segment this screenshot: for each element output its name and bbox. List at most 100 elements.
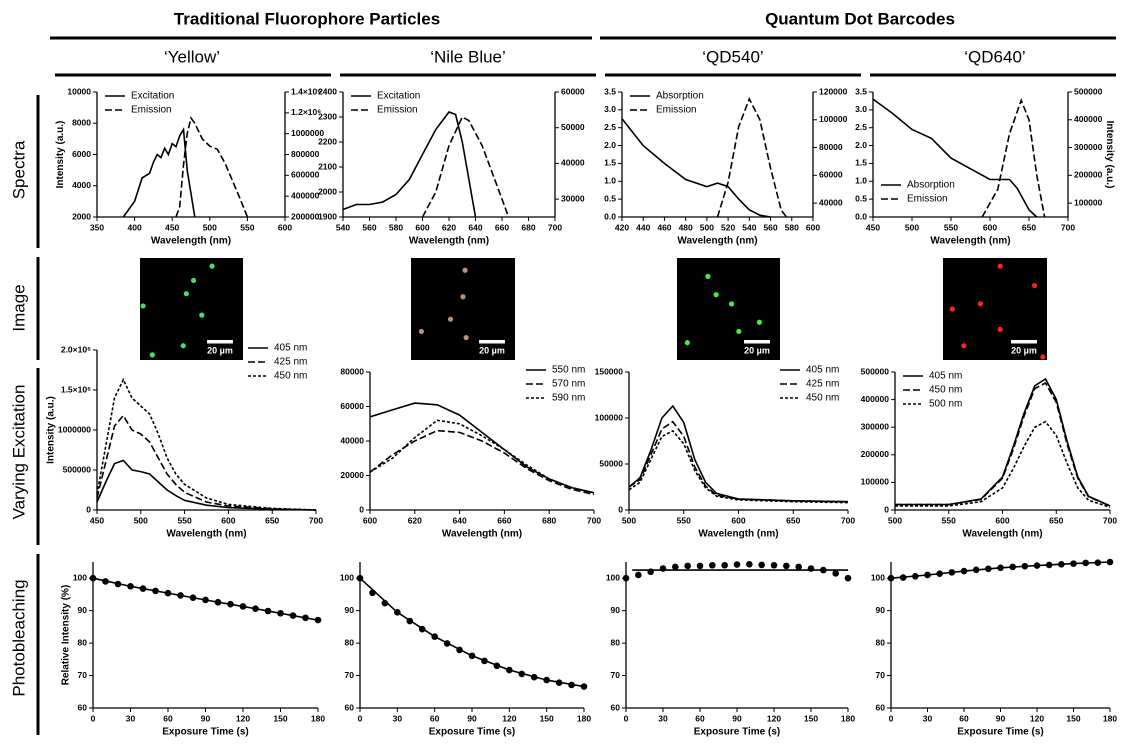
- y-tick-label: 80: [876, 637, 886, 647]
- legend-label: Emission: [656, 105, 697, 116]
- data-point: [733, 561, 741, 568]
- scale-bar-label: 20 µm: [207, 345, 233, 355]
- y-tick-label: 90: [876, 605, 886, 615]
- x-tick-label: 30: [923, 713, 933, 723]
- y-tick-label: 500000: [63, 464, 92, 474]
- scale-bar: [744, 340, 770, 344]
- x-axis-label: Wavelength (nm): [698, 529, 778, 540]
- particle: [190, 277, 197, 284]
- y-tick-label: 2.5: [855, 122, 867, 132]
- y-tick-label: 80: [345, 637, 355, 647]
- x-axis-label: Exposure Time (s): [957, 727, 1044, 738]
- y2-tick-label: 200000: [291, 211, 320, 221]
- x-tick-label: 60: [163, 713, 173, 723]
- y-tick-label: 90: [345, 605, 355, 615]
- particle: [180, 343, 186, 349]
- scale-bar: [1011, 340, 1037, 344]
- x-tick-label: 600: [221, 515, 235, 525]
- data-line: [621, 118, 771, 218]
- y-tick-label: 60: [345, 702, 355, 712]
- x-tick-label: 520: [721, 222, 735, 232]
- x-tick-label: 500: [203, 222, 217, 232]
- particle: [199, 312, 205, 318]
- legend-label: Excitation: [131, 91, 174, 102]
- particle: [997, 263, 1003, 269]
- x-tick-label: 540: [742, 222, 756, 232]
- data-line: [342, 111, 477, 218]
- x-tick-label: 550: [944, 222, 958, 232]
- particle: [684, 340, 690, 346]
- y2-tick-label: 60000: [561, 86, 585, 96]
- chart: 0 30 60 90 120 150 180 60 70 80 90 100 Exposure Time…: [871, 558, 1117, 738]
- y2-tick-label: 1.2×10⁶: [291, 107, 321, 117]
- column-title: ‘QD640’: [964, 47, 1025, 66]
- y-tick-label: 100: [73, 572, 87, 582]
- legend-label: 450 nm: [274, 371, 307, 382]
- chart: 0 30 60 90 120 150 180 60 70 80 90 100 Exposure Time…: [340, 562, 591, 738]
- x-tick-label: 450: [90, 515, 104, 525]
- x-tick-label: 120: [502, 713, 516, 723]
- legend-label: 405 nm: [806, 365, 839, 376]
- y-tick-label: 100000: [595, 412, 624, 422]
- x-tick-label: 120: [236, 713, 250, 723]
- data-point: [770, 561, 778, 569]
- y2-tick-label: 40000: [819, 197, 843, 207]
- y-tick-label: 0: [359, 504, 364, 514]
- x-axis-label: Exposure Time (s): [162, 727, 249, 738]
- data-point: [672, 563, 679, 571]
- y-tick-label: 100: [340, 572, 354, 582]
- legend-label: Emission: [907, 194, 948, 205]
- y-tick-label: 100: [606, 572, 620, 582]
- y-tick-label: 0: [618, 504, 623, 514]
- x-tick-label: 120: [767, 713, 781, 723]
- x-tick-label: 620: [408, 515, 422, 525]
- data-point: [783, 562, 790, 570]
- x-tick-label: 650: [786, 515, 800, 525]
- y-tick-label: 50000: [599, 458, 623, 468]
- y2-tick-label: 120000: [819, 86, 848, 96]
- x-tick-label: 600: [415, 222, 429, 232]
- y-tick-label: 80000: [340, 366, 364, 376]
- y-tick-label: 1900: [318, 211, 337, 221]
- chart: 540 560 580 600 620 640 660 680 700 1900 2000 2100 2…: [318, 86, 585, 246]
- particle: [736, 328, 742, 335]
- x-tick-label: 150: [1066, 713, 1080, 723]
- legend-label: 450 nm: [806, 393, 839, 404]
- x-tick-label: 640: [468, 222, 482, 232]
- x-tick-label: 0: [358, 713, 363, 723]
- y-tick-label: 2400: [318, 86, 337, 96]
- particle: [1031, 282, 1038, 289]
- data-line: [890, 561, 1111, 579]
- y-tick-label: 40000: [340, 435, 364, 445]
- x-tick-label: 420: [615, 222, 629, 232]
- particle: [977, 301, 984, 307]
- y-tick-label: 200000: [861, 449, 890, 459]
- x-tick-label: 180: [577, 713, 591, 723]
- y2-tick-label: 400000: [291, 190, 320, 200]
- x-tick-label: 660: [495, 222, 509, 232]
- legend-label: Emission: [131, 105, 172, 116]
- row-label: Spectra: [9, 140, 28, 199]
- data-line: [895, 381, 1111, 507]
- x-tick-label: 650: [1049, 515, 1063, 525]
- x-tick-label: 650: [265, 515, 279, 525]
- scale-bar: [207, 340, 233, 344]
- particle: [462, 267, 468, 273]
- x-axis-label: Wavelength (nm): [442, 529, 522, 540]
- legend-label: 550 nm: [552, 365, 585, 376]
- x-axis-label: Wavelength (nm): [409, 236, 489, 247]
- data-point: [795, 563, 802, 571]
- y-tick-label: 100000: [861, 477, 890, 487]
- legend-label: Absorption: [907, 180, 955, 191]
- legend-label: Absorption: [656, 91, 704, 102]
- y-tick-label: 2200: [318, 136, 337, 146]
- legend-label: 590 nm: [552, 393, 585, 404]
- data-line: [96, 459, 317, 511]
- y2-tick-label: 40000: [561, 158, 585, 168]
- x-tick-label: 550: [942, 515, 956, 525]
- x-tick-label: 500: [905, 222, 919, 232]
- y2-tick-label: 500000: [1074, 86, 1103, 96]
- x-axis-label: Exposure Time (s): [429, 727, 516, 738]
- group-title: Quantum Dot Barcodes: [765, 9, 955, 28]
- x-tick-label: 180: [841, 713, 855, 723]
